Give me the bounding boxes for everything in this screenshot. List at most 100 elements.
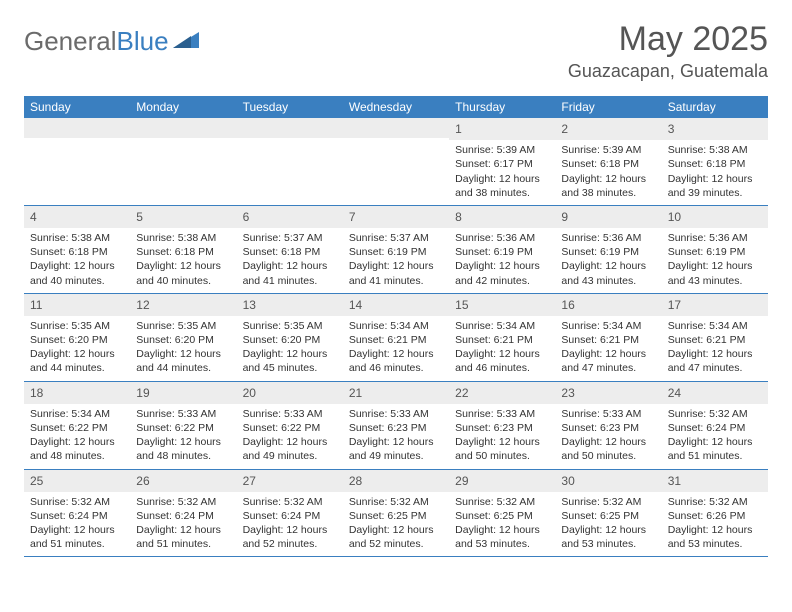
sunset-text: Sunset: 6:18 PM bbox=[136, 245, 230, 259]
daylight-text: Daylight: 12 hours and 46 minutes. bbox=[455, 347, 549, 375]
day-number: 27 bbox=[237, 470, 343, 492]
month-title: May 2025 bbox=[568, 20, 768, 59]
sunset-text: Sunset: 6:22 PM bbox=[30, 421, 124, 435]
day-cell: 25Sunrise: 5:32 AMSunset: 6:24 PMDayligh… bbox=[24, 470, 130, 557]
day-cell: 3Sunrise: 5:38 AMSunset: 6:18 PMDaylight… bbox=[662, 118, 768, 205]
sunset-text: Sunset: 6:18 PM bbox=[561, 157, 655, 171]
day-cell: 7Sunrise: 5:37 AMSunset: 6:19 PMDaylight… bbox=[343, 206, 449, 293]
weekday-header: Wednesday bbox=[343, 96, 449, 118]
sunset-text: Sunset: 6:23 PM bbox=[455, 421, 549, 435]
day-body bbox=[130, 138, 236, 146]
day-number: 10 bbox=[662, 206, 768, 228]
sunset-text: Sunset: 6:23 PM bbox=[561, 421, 655, 435]
sunrise-text: Sunrise: 5:34 AM bbox=[561, 319, 655, 333]
week-row: 1Sunrise: 5:39 AMSunset: 6:17 PMDaylight… bbox=[24, 118, 768, 206]
logo-text-gray: General bbox=[24, 26, 117, 56]
sunrise-text: Sunrise: 5:39 AM bbox=[455, 143, 549, 157]
day-cell: 18Sunrise: 5:34 AMSunset: 6:22 PMDayligh… bbox=[24, 382, 130, 469]
day-body: Sunrise: 5:37 AMSunset: 6:18 PMDaylight:… bbox=[237, 228, 343, 293]
sunrise-text: Sunrise: 5:33 AM bbox=[243, 407, 337, 421]
sunrise-text: Sunrise: 5:33 AM bbox=[455, 407, 549, 421]
sunrise-text: Sunrise: 5:32 AM bbox=[455, 495, 549, 509]
weekday-header: Monday bbox=[130, 96, 236, 118]
sunrise-text: Sunrise: 5:38 AM bbox=[668, 143, 762, 157]
day-number: 31 bbox=[662, 470, 768, 492]
day-cell: 6Sunrise: 5:37 AMSunset: 6:18 PMDaylight… bbox=[237, 206, 343, 293]
day-cell: 15Sunrise: 5:34 AMSunset: 6:21 PMDayligh… bbox=[449, 294, 555, 381]
day-body: Sunrise: 5:34 AMSunset: 6:21 PMDaylight:… bbox=[555, 316, 661, 381]
day-cell bbox=[24, 118, 130, 205]
day-body: Sunrise: 5:36 AMSunset: 6:19 PMDaylight:… bbox=[555, 228, 661, 293]
day-number: 16 bbox=[555, 294, 661, 316]
day-number: 26 bbox=[130, 470, 236, 492]
sunset-text: Sunset: 6:17 PM bbox=[455, 157, 549, 171]
day-number bbox=[24, 118, 130, 138]
day-number: 4 bbox=[24, 206, 130, 228]
sunset-text: Sunset: 6:22 PM bbox=[243, 421, 337, 435]
day-cell: 23Sunrise: 5:33 AMSunset: 6:23 PMDayligh… bbox=[555, 382, 661, 469]
day-body bbox=[24, 138, 130, 146]
sunrise-text: Sunrise: 5:32 AM bbox=[30, 495, 124, 509]
sunset-text: Sunset: 6:25 PM bbox=[561, 509, 655, 523]
daylight-text: Daylight: 12 hours and 43 minutes. bbox=[668, 259, 762, 287]
day-number: 15 bbox=[449, 294, 555, 316]
day-cell: 29Sunrise: 5:32 AMSunset: 6:25 PMDayligh… bbox=[449, 470, 555, 557]
daylight-text: Daylight: 12 hours and 53 minutes. bbox=[668, 523, 762, 551]
daylight-text: Daylight: 12 hours and 44 minutes. bbox=[30, 347, 124, 375]
day-number: 14 bbox=[343, 294, 449, 316]
day-body: Sunrise: 5:34 AMSunset: 6:22 PMDaylight:… bbox=[24, 404, 130, 469]
sunrise-text: Sunrise: 5:34 AM bbox=[668, 319, 762, 333]
day-body: Sunrise: 5:39 AMSunset: 6:18 PMDaylight:… bbox=[555, 140, 661, 205]
day-body: Sunrise: 5:39 AMSunset: 6:17 PMDaylight:… bbox=[449, 140, 555, 205]
day-body: Sunrise: 5:32 AMSunset: 6:25 PMDaylight:… bbox=[449, 492, 555, 557]
sunrise-text: Sunrise: 5:36 AM bbox=[455, 231, 549, 245]
sunrise-text: Sunrise: 5:37 AM bbox=[243, 231, 337, 245]
day-cell: 5Sunrise: 5:38 AMSunset: 6:18 PMDaylight… bbox=[130, 206, 236, 293]
day-cell: 1Sunrise: 5:39 AMSunset: 6:17 PMDaylight… bbox=[449, 118, 555, 205]
day-body: Sunrise: 5:33 AMSunset: 6:22 PMDaylight:… bbox=[130, 404, 236, 469]
sunset-text: Sunset: 6:26 PM bbox=[668, 509, 762, 523]
sunset-text: Sunset: 6:23 PM bbox=[349, 421, 443, 435]
day-body: Sunrise: 5:32 AMSunset: 6:24 PMDaylight:… bbox=[237, 492, 343, 557]
daylight-text: Daylight: 12 hours and 43 minutes. bbox=[561, 259, 655, 287]
daylight-text: Daylight: 12 hours and 53 minutes. bbox=[561, 523, 655, 551]
daylight-text: Daylight: 12 hours and 53 minutes. bbox=[455, 523, 549, 551]
day-body bbox=[237, 138, 343, 146]
daylight-text: Daylight: 12 hours and 51 minutes. bbox=[136, 523, 230, 551]
day-cell: 27Sunrise: 5:32 AMSunset: 6:24 PMDayligh… bbox=[237, 470, 343, 557]
day-number: 1 bbox=[449, 118, 555, 140]
day-body: Sunrise: 5:36 AMSunset: 6:19 PMDaylight:… bbox=[449, 228, 555, 293]
sunset-text: Sunset: 6:21 PM bbox=[668, 333, 762, 347]
day-cell: 11Sunrise: 5:35 AMSunset: 6:20 PMDayligh… bbox=[24, 294, 130, 381]
sunrise-text: Sunrise: 5:36 AM bbox=[668, 231, 762, 245]
daylight-text: Daylight: 12 hours and 45 minutes. bbox=[243, 347, 337, 375]
day-number: 19 bbox=[130, 382, 236, 404]
sunrise-text: Sunrise: 5:33 AM bbox=[561, 407, 655, 421]
day-number: 20 bbox=[237, 382, 343, 404]
day-body: Sunrise: 5:35 AMSunset: 6:20 PMDaylight:… bbox=[237, 316, 343, 381]
sunrise-text: Sunrise: 5:33 AM bbox=[136, 407, 230, 421]
sunset-text: Sunset: 6:24 PM bbox=[30, 509, 124, 523]
sunrise-text: Sunrise: 5:37 AM bbox=[349, 231, 443, 245]
day-body: Sunrise: 5:34 AMSunset: 6:21 PMDaylight:… bbox=[662, 316, 768, 381]
sunset-text: Sunset: 6:19 PM bbox=[561, 245, 655, 259]
daylight-text: Daylight: 12 hours and 44 minutes. bbox=[136, 347, 230, 375]
sunset-text: Sunset: 6:18 PM bbox=[668, 157, 762, 171]
day-body: Sunrise: 5:34 AMSunset: 6:21 PMDaylight:… bbox=[449, 316, 555, 381]
day-body: Sunrise: 5:38 AMSunset: 6:18 PMDaylight:… bbox=[130, 228, 236, 293]
sunset-text: Sunset: 6:24 PM bbox=[243, 509, 337, 523]
day-body: Sunrise: 5:32 AMSunset: 6:25 PMDaylight:… bbox=[555, 492, 661, 557]
weekday-header: Sunday bbox=[24, 96, 130, 118]
sunrise-text: Sunrise: 5:35 AM bbox=[30, 319, 124, 333]
daylight-text: Daylight: 12 hours and 48 minutes. bbox=[30, 435, 124, 463]
day-body: Sunrise: 5:34 AMSunset: 6:21 PMDaylight:… bbox=[343, 316, 449, 381]
day-cell: 12Sunrise: 5:35 AMSunset: 6:20 PMDayligh… bbox=[130, 294, 236, 381]
day-body: Sunrise: 5:33 AMSunset: 6:23 PMDaylight:… bbox=[555, 404, 661, 469]
day-cell: 8Sunrise: 5:36 AMSunset: 6:19 PMDaylight… bbox=[449, 206, 555, 293]
day-body: Sunrise: 5:32 AMSunset: 6:24 PMDaylight:… bbox=[130, 492, 236, 557]
day-cell: 9Sunrise: 5:36 AMSunset: 6:19 PMDaylight… bbox=[555, 206, 661, 293]
sunrise-text: Sunrise: 5:33 AM bbox=[349, 407, 443, 421]
day-number: 21 bbox=[343, 382, 449, 404]
day-body: Sunrise: 5:33 AMSunset: 6:22 PMDaylight:… bbox=[237, 404, 343, 469]
header: GeneralBlue May 2025 Guazacapan, Guatema… bbox=[24, 20, 768, 82]
